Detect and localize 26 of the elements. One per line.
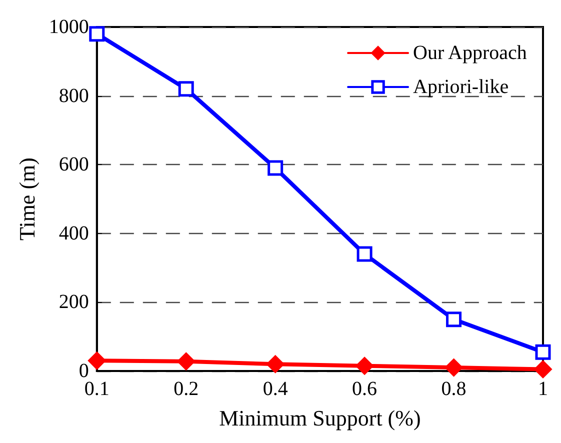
point xyxy=(178,81,194,97)
x-tick-label: 0.4 xyxy=(262,378,288,400)
x-axis-title: Minimum Support (%) xyxy=(219,406,421,430)
point xyxy=(88,352,106,370)
x-tick-label: 1 xyxy=(538,378,548,400)
point xyxy=(177,352,195,370)
y-tick-label: 200 xyxy=(58,291,89,314)
point xyxy=(89,26,105,42)
x-tick-label: 0.2 xyxy=(174,378,199,400)
x-tick-label: 0.6 xyxy=(352,378,378,400)
point xyxy=(446,312,462,328)
legend-label: Apriori-like xyxy=(413,76,509,98)
y-tick-label: 800 xyxy=(58,84,89,107)
point xyxy=(356,246,372,262)
point xyxy=(535,344,551,360)
y-tick-label: 600 xyxy=(58,154,89,176)
point xyxy=(268,160,284,176)
point xyxy=(445,358,463,376)
legend-label: Our Approach xyxy=(413,42,527,64)
y-tick-label: 1000 xyxy=(48,16,89,38)
y-axis-title: Time (m) xyxy=(14,158,40,240)
x-tick-label: 0.8 xyxy=(441,378,466,400)
point xyxy=(356,357,374,375)
y-tick-label: 400 xyxy=(58,222,89,244)
point xyxy=(266,355,284,373)
point xyxy=(534,360,552,378)
